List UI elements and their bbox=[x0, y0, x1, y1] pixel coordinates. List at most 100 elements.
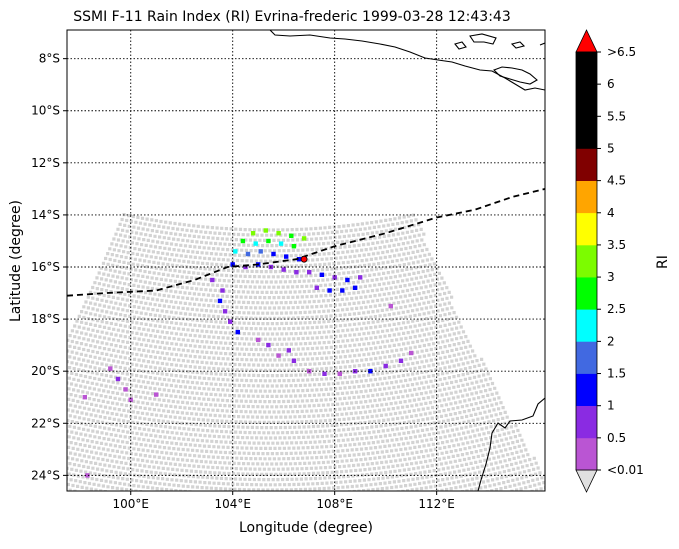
rain-cells bbox=[82, 228, 414, 478]
rain-cell bbox=[256, 337, 261, 343]
rain-cell bbox=[128, 397, 133, 402]
rain-cell bbox=[314, 285, 319, 290]
colorbar-bin bbox=[576, 309, 597, 342]
y-tick-label: 22°S bbox=[31, 416, 60, 430]
rain-cell bbox=[240, 238, 246, 244]
rain-cell bbox=[296, 257, 302, 262]
rain-cell bbox=[263, 228, 268, 233]
rain-cell bbox=[115, 376, 121, 382]
colorbar-tick-label: 1 bbox=[607, 399, 615, 413]
y-tick-label: 20°S bbox=[31, 364, 60, 378]
rain-cell bbox=[345, 277, 350, 283]
x-tick-label: 104°E bbox=[214, 497, 251, 511]
rain-cell bbox=[228, 319, 233, 324]
colorbar-tick-label: 3 bbox=[607, 270, 615, 284]
rain-cell bbox=[337, 371, 342, 376]
colorbar-tick-label: >6.5 bbox=[607, 45, 636, 59]
x-tick-label: 108°E bbox=[316, 497, 353, 511]
colorbar-under-triangle bbox=[575, 469, 598, 493]
colorbar-bin bbox=[576, 84, 597, 117]
colorbar-bin bbox=[576, 277, 597, 310]
rain-cell bbox=[291, 358, 297, 363]
rain-cell bbox=[271, 251, 276, 257]
y-tick-label: 8°S bbox=[39, 52, 60, 66]
rain-cell bbox=[108, 366, 113, 371]
map-title: SSMI F-11 Rain Index (RI) Evrina-frederi… bbox=[73, 9, 511, 25]
rain-cell bbox=[352, 285, 358, 290]
rain-cell bbox=[220, 288, 225, 293]
y-tick-label: 18°S bbox=[31, 312, 60, 326]
rain-cell bbox=[291, 244, 297, 249]
rain-cell bbox=[340, 288, 345, 293]
y-tick-label: 10°S bbox=[31, 104, 60, 118]
map-frame bbox=[66, 29, 546, 492]
rain-cell bbox=[294, 270, 299, 275]
x-axis-ticks: 100°E 104°E 108°E 112°E bbox=[112, 491, 455, 511]
coastline-islands bbox=[454, 41, 467, 50]
colorbar-tick-label: 5 bbox=[607, 141, 615, 155]
colorbar-bin bbox=[576, 341, 597, 374]
rain-cell bbox=[253, 241, 258, 246]
colorbar-label: RI bbox=[655, 255, 671, 269]
rain-cell bbox=[233, 249, 238, 254]
rain-cell bbox=[289, 233, 294, 238]
rain-cell bbox=[276, 353, 281, 358]
colorbar-bin bbox=[576, 212, 597, 246]
coastline-bali bbox=[493, 66, 538, 85]
rain-cell bbox=[409, 350, 414, 356]
colorbar-tick-label: 3.5 bbox=[607, 238, 626, 252]
colorbar-bin bbox=[576, 180, 597, 214]
map-content bbox=[67, 30, 545, 491]
colorbar-frame bbox=[575, 51, 598, 471]
colorbar-over-triangle bbox=[575, 29, 598, 53]
gridlines bbox=[67, 30, 545, 491]
coastline-java bbox=[269, 30, 545, 91]
rain-cell bbox=[281, 267, 286, 272]
rain-cell bbox=[266, 342, 271, 348]
rain-cell bbox=[284, 254, 289, 259]
storm-track-line bbox=[67, 188, 545, 297]
colorbar-tick-label: 4 bbox=[607, 206, 615, 220]
y-tick-label: 16°S bbox=[31, 260, 60, 274]
colorbar-bin bbox=[576, 405, 597, 439]
rain-cell bbox=[286, 348, 291, 353]
rain-cell bbox=[222, 309, 228, 314]
rain-cell bbox=[319, 272, 325, 277]
rain-cell bbox=[307, 270, 312, 275]
colorbar-tick-label: <0.01 bbox=[607, 463, 644, 477]
rain-cell bbox=[278, 241, 284, 246]
colorbar-bin bbox=[576, 52, 597, 85]
storm-center-marker bbox=[300, 255, 308, 263]
colorbar-bin bbox=[576, 116, 597, 149]
rain-cell bbox=[123, 387, 128, 392]
colorbar-tick-label: 5.5 bbox=[607, 109, 626, 123]
rain-cell bbox=[332, 275, 337, 280]
rain-cell bbox=[398, 358, 404, 363]
colorbar-bin bbox=[576, 373, 597, 406]
y-tick-label: 14°S bbox=[31, 208, 60, 222]
colorbar-bin bbox=[576, 148, 597, 181]
x-tick-label: 112°E bbox=[418, 497, 455, 511]
rain-cell bbox=[388, 303, 393, 309]
colorbar-tick-label: 1.5 bbox=[607, 367, 626, 381]
rain-cell bbox=[210, 277, 215, 283]
rain-cell bbox=[368, 369, 373, 374]
rain-cell bbox=[276, 231, 281, 236]
x-tick-label: 100°E bbox=[112, 497, 149, 511]
colorbar: <0.01 0.5 1 1.5 2 2.5 3 3.5 4 4.5 5 5.5 6 >6.5 bbox=[575, 29, 644, 493]
rain-cell bbox=[358, 275, 363, 280]
colorbar-tick-label: 2.5 bbox=[607, 302, 626, 316]
rain-cell bbox=[322, 371, 327, 376]
colorbar-tick-label: 0.5 bbox=[607, 431, 626, 445]
coastline-borneo bbox=[469, 33, 497, 45]
rain-cell bbox=[217, 298, 223, 304]
colorbar-bin bbox=[576, 244, 597, 278]
y-tick-label: 24°S bbox=[31, 468, 60, 482]
colorbar-tick-label: 4.5 bbox=[607, 174, 626, 188]
colorbar-tick-label: 6 bbox=[607, 77, 615, 91]
y-axis-label: Latitude (degree) bbox=[8, 200, 24, 322]
rain-cell bbox=[327, 288, 332, 293]
rain-cell bbox=[301, 236, 307, 241]
